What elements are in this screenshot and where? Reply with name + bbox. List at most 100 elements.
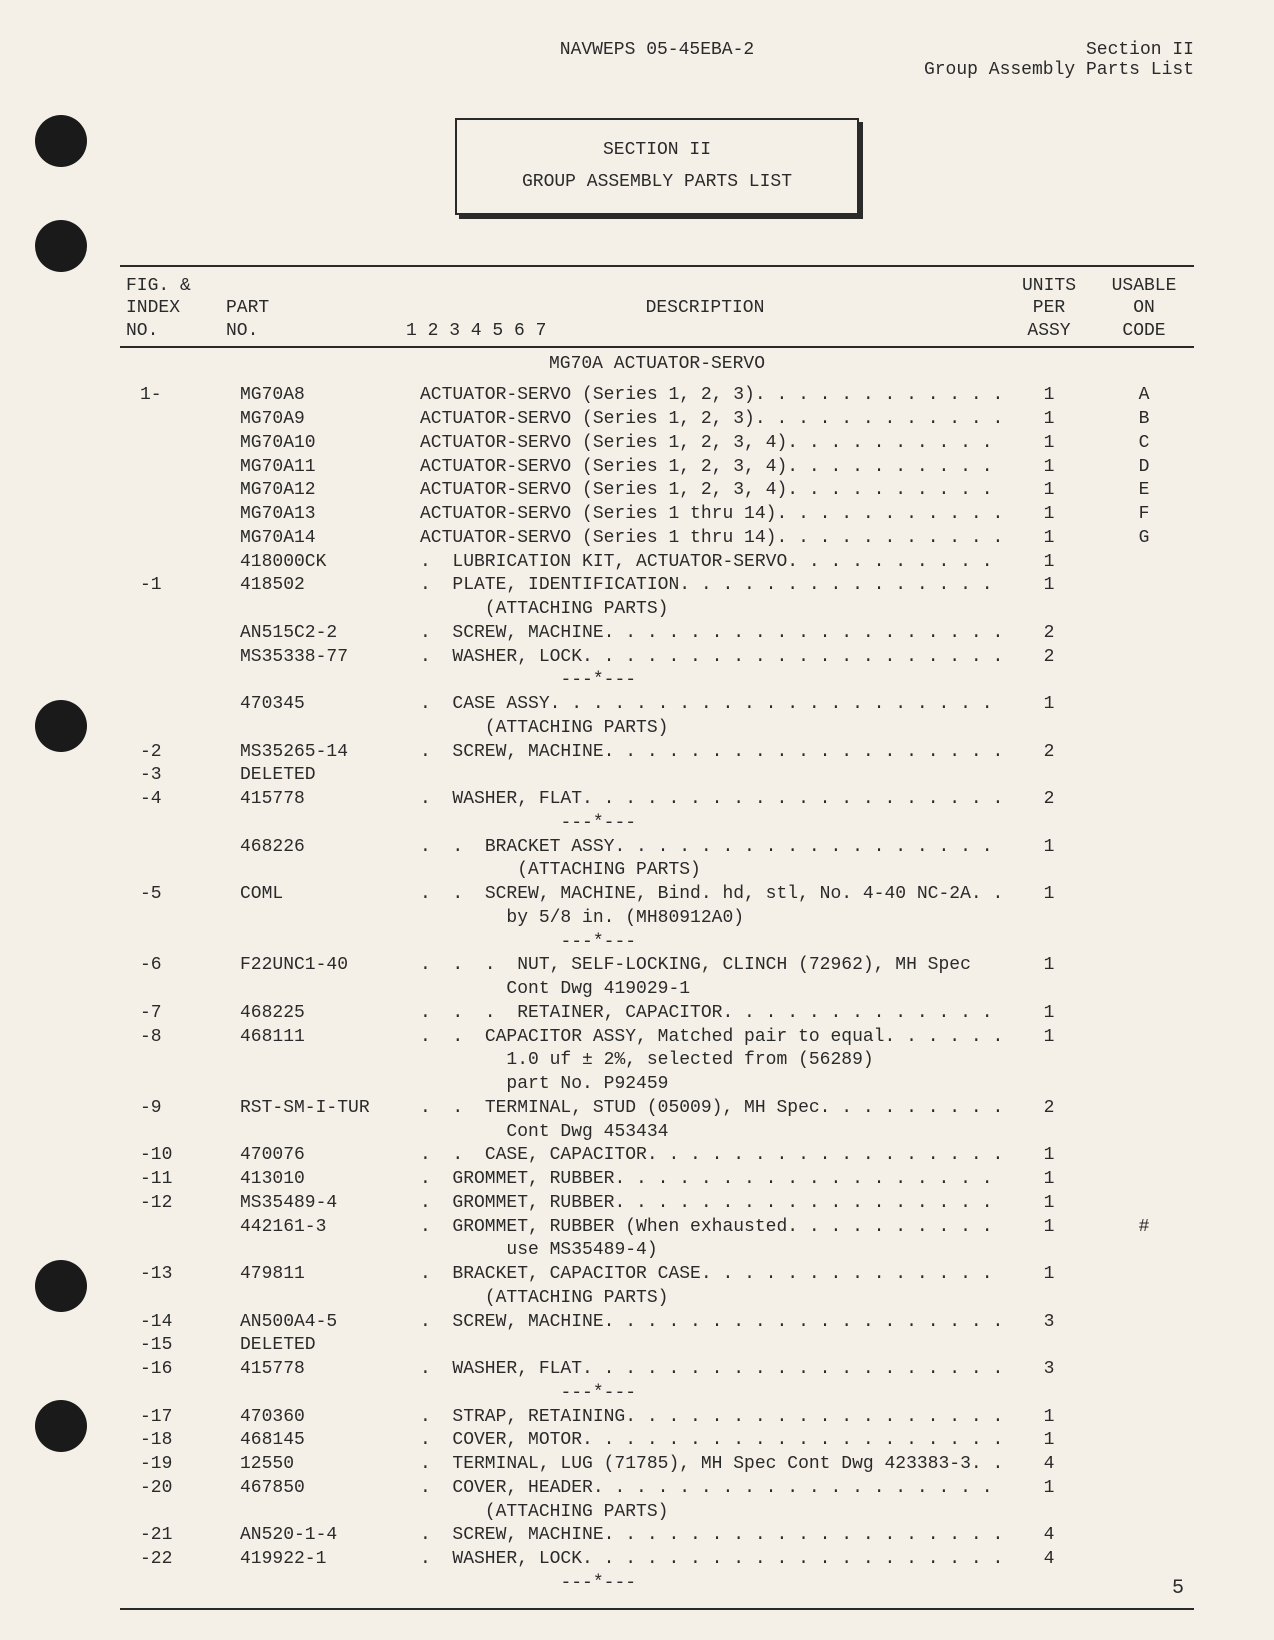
table-row: ---*---	[120, 931, 1194, 955]
cell-usable-code	[1094, 1073, 1194, 1097]
cell-part-no: 413010	[240, 1168, 420, 1192]
table-row: ---*---	[120, 1572, 1194, 1596]
table-row: -1418502. PLATE, IDENTIFICATION . . . . …	[120, 574, 1194, 598]
cell-usable-code: E	[1094, 479, 1194, 503]
cell-units: 4	[1004, 1453, 1094, 1477]
leader-dots: . . . . . . . . . . . . . . . . . . . . …	[787, 456, 1004, 480]
table-row: by 5/8 in. (MH80912A0)	[120, 907, 1194, 931]
cell-description: 1.0 uf ± 2%, selected from (56289)	[420, 1049, 1004, 1073]
cell-units: 2	[1004, 1097, 1094, 1121]
cell-usable-code	[1094, 574, 1194, 598]
cell-fig-index	[120, 1239, 240, 1263]
cell-fig-index	[120, 527, 240, 551]
leader-dots: . . . . . . . . . . . . . . . . . . . . …	[604, 741, 1004, 765]
col-header-part: PART NO.	[226, 275, 406, 343]
cell-fig-index	[120, 1216, 240, 1240]
cell-part-no: 467850	[240, 1477, 420, 1501]
table-row: -16415778. WASHER, FLAT . . . . . . . . …	[120, 1358, 1194, 1382]
page-header: NAVWEPS 05-45EBA-2 Section II Group Asse…	[120, 40, 1194, 80]
cell-description: ---*---	[420, 1382, 1004, 1406]
leader-dots: . . . . . . . . . . . . . . . . . . . . …	[787, 432, 1004, 456]
table-row: part No. P92459	[120, 1073, 1194, 1097]
cell-fig-index	[120, 859, 240, 883]
cell-usable-code	[1094, 859, 1194, 883]
table-row: (ATTACHING PARTS)	[120, 859, 1194, 883]
cell-fig-index	[120, 1572, 240, 1596]
leader-dots: . . . . . . . . . . . . . . . . . . . . …	[701, 1263, 1004, 1287]
leader-dots: . . . . . . . . . . . . . . . . . . . . …	[604, 622, 1004, 646]
cell-units	[1004, 1572, 1094, 1596]
table-row: -15DELETED	[120, 1334, 1194, 1358]
cell-description: . WASHER, FLAT . . . . . . . . . . . . .…	[420, 1358, 1004, 1382]
table-row: -4415778. WASHER, FLAT . . . . . . . . .…	[120, 788, 1194, 812]
cell-description: Cont Dwg 453434	[420, 1121, 1004, 1145]
cell-part-no	[240, 1073, 420, 1097]
table-row: 468226. . BRACKET ASSY . . . . . . . . .…	[120, 836, 1194, 860]
cell-fig-index	[120, 812, 240, 836]
table-row: -20467850. COVER, HEADER . . . . . . . .…	[120, 1477, 1194, 1501]
cell-units	[1004, 978, 1094, 1002]
cell-units: 1	[1004, 408, 1094, 432]
cell-fig-index	[120, 622, 240, 646]
leader-dots: . . . . . . . . . . . . . . . . . . . . …	[787, 551, 1004, 575]
cell-fig-index: -11	[120, 1168, 240, 1192]
cell-fig-index	[120, 503, 240, 527]
cell-fig-index	[120, 646, 240, 670]
cell-usable-code	[1094, 1239, 1194, 1263]
cell-description: (ATTACHING PARTS)	[420, 1501, 1004, 1525]
cell-fig-index	[120, 836, 240, 860]
table-row: -10470076. . CASE, CAPACITOR . . . . . .…	[120, 1144, 1194, 1168]
cell-part-no: COML	[240, 883, 420, 907]
cell-units: 2	[1004, 741, 1094, 765]
cell-description: ---*---	[420, 669, 1004, 693]
cell-part-no: 470076	[240, 1144, 420, 1168]
cell-part-no: AN515C2-2	[240, 622, 420, 646]
leader-dots: . . . . . . . . . . . . . . . . . . . . …	[614, 1168, 1004, 1192]
cell-description: . . TERMINAL, STUD (05009), MH Spec . . …	[420, 1097, 1004, 1121]
table-row: (ATTACHING PARTS)	[120, 1287, 1194, 1311]
punch-hole	[35, 700, 87, 752]
cell-description: . SCREW, MACHINE . . . . . . . . . . . .…	[420, 1524, 1004, 1548]
cell-fig-index: -14	[120, 1311, 240, 1335]
cell-fig-index	[120, 551, 240, 575]
cell-part-no: 415778	[240, 788, 420, 812]
leader-dots: . . . . . . . . . . . . . . . . . . . . …	[787, 1216, 1004, 1240]
cell-fig-index: -21	[120, 1524, 240, 1548]
cell-usable-code	[1094, 717, 1194, 741]
cell-usable-code	[1094, 1144, 1194, 1168]
cell-part-no	[240, 1121, 420, 1145]
cell-fig-index	[120, 907, 240, 931]
cell-description: (ATTACHING PARTS)	[420, 859, 1004, 883]
cell-units: 1	[1004, 1429, 1094, 1453]
leader-dots: . . . . . . . . . . . . . . . . . . . . …	[614, 1192, 1004, 1216]
cell-usable-code	[1094, 1501, 1194, 1525]
leader-dots: . . . . . . . . . . . . . . . . . . . . …	[820, 1097, 1004, 1121]
cell-units: 1	[1004, 1477, 1094, 1501]
leader-dots: . . . . . . . . . . . . . . . . . . . . …	[582, 646, 1004, 670]
cell-units: 1	[1004, 1002, 1094, 1026]
cell-part-no	[240, 1382, 420, 1406]
punch-hole	[35, 115, 87, 167]
cell-fig-index	[120, 1073, 240, 1097]
cell-fig-index: -3	[120, 764, 240, 788]
table-row: ---*---	[120, 1382, 1194, 1406]
leader-dots: . . . . . . . . . . . . . . . . . . . . …	[625, 1406, 1004, 1430]
cell-description: . WASHER, FLAT . . . . . . . . . . . . .…	[420, 788, 1004, 812]
cell-part-no: F22UNC1-40	[240, 954, 420, 978]
cell-units	[1004, 931, 1094, 955]
cell-fig-index	[120, 408, 240, 432]
cell-units: 3	[1004, 1311, 1094, 1335]
leader-dots: . . . . . . . . . . . . . . . . . . . . …	[604, 1524, 1004, 1548]
table-row: ---*---	[120, 812, 1194, 836]
leader-dots: . . . . . . . . . . . . . . . . . . . . …	[604, 1311, 1004, 1335]
cell-part-no: MG70A11	[240, 456, 420, 480]
section-title-box: SECTION II GROUP ASSEMBLY PARTS LIST	[455, 118, 859, 215]
cell-units: 1	[1004, 479, 1094, 503]
cell-description: ---*---	[420, 1572, 1004, 1596]
cell-fig-index	[120, 717, 240, 741]
cell-units: 1	[1004, 836, 1094, 860]
table-row: AN515C2-2. SCREW, MACHINE . . . . . . . …	[120, 622, 1194, 646]
cell-description: ACTUATOR-SERVO (Series 1, 2, 3, 4) . . .…	[420, 456, 1004, 480]
cell-description: . PLATE, IDENTIFICATION . . . . . . . . …	[420, 574, 1004, 598]
cell-usable-code	[1094, 1192, 1194, 1216]
